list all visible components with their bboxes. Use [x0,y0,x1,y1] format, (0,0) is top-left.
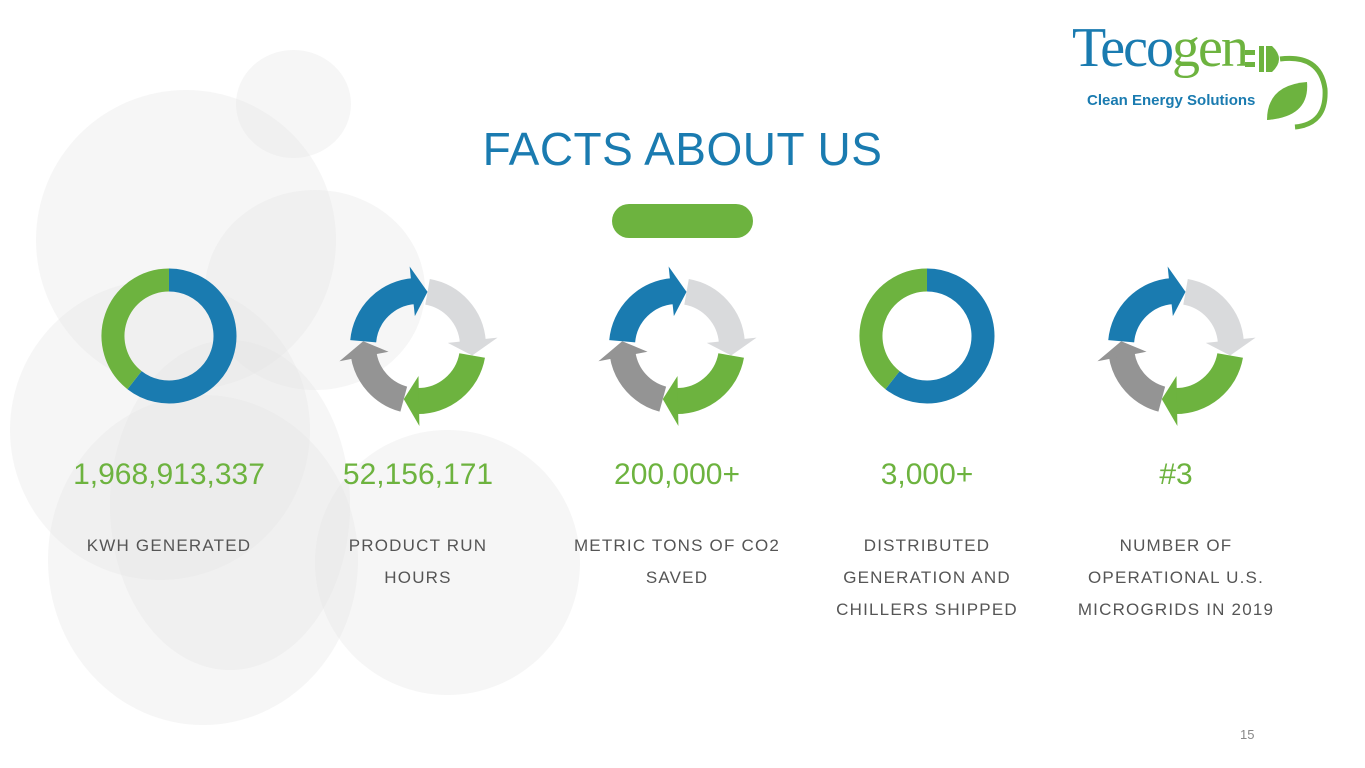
fact-label: KWH GENERATED [86,536,252,555]
arrow-green [403,352,485,426]
logo-name-part2: gen [1172,17,1249,79]
background-circle [10,280,310,580]
fact-value: 3,000+ [880,458,974,491]
logo-name-part1: Teco [1072,17,1174,79]
donut-segment-blue [885,268,995,404]
donut-segment-green [859,268,928,390]
arrow-dark-gray [339,341,408,412]
tecogen-logo: Tecogen Clean Energy Solutions [1072,17,1337,130]
fact-value: 200,000+ [614,458,740,491]
donut-segment-blue [127,268,237,404]
arrow-dark-gray [1097,341,1166,412]
arrow-blue [1108,266,1186,343]
fact-value: 1,968,913,337 [73,458,265,491]
fact-label: NUMBER OF OPERATIONAL U.S. MICROGRIDS IN… [1077,536,1275,619]
fact-label: METRIC TONS OF CO2 SAVED [573,536,781,587]
page-title: FACTS ABOUT US [482,123,883,175]
cycle-arrows-icon [339,266,498,426]
cycle-arrows-icon [1097,266,1256,426]
donut-segment-green [101,268,170,390]
arrow-dark-gray [598,341,667,412]
plug-leaf-icon [1245,46,1328,130]
arrow-green [1161,352,1243,426]
arrow-blue [350,266,428,343]
background-circle [315,430,580,695]
arrow-light-gray [424,279,498,356]
fact-value: 52,156,171 [342,458,494,491]
fact-label: PRODUCT RUN HOURS [348,536,488,587]
background-circle [48,395,358,725]
donut-icon [859,268,995,404]
arrow-light-gray [1182,279,1256,356]
background-circle [236,50,351,158]
fact-value: #3 [1159,458,1193,491]
logo-tagline: Clean Energy Solutions [1087,92,1256,109]
arrow-light-gray [683,279,757,356]
arrow-green [662,352,744,426]
title-underline-bar [612,204,753,238]
donut-icon [101,268,237,404]
page-number: 15 [1240,727,1255,742]
cycle-arrows-icon [598,266,757,426]
fact-label: DISTRIBUTED GENERATION AND CHILLERS SHIP… [836,536,1018,619]
arrow-blue [609,266,687,343]
background-circle [36,90,336,390]
